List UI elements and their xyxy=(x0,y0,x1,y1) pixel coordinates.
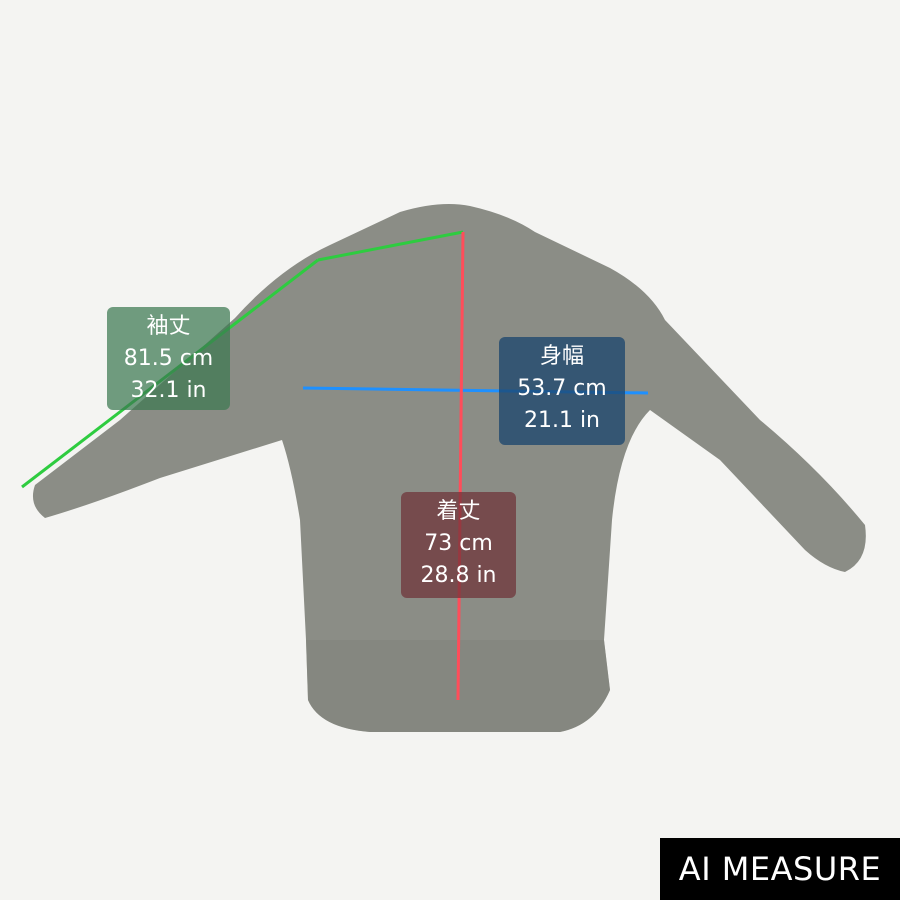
shoulder-line xyxy=(317,230,464,262)
width-label: 身幅 53.7 cm 21.1 in xyxy=(499,337,625,445)
length-label: 着丈 73 cm 28.8 in xyxy=(401,492,516,598)
sleeve-label-cm: 81.5 cm xyxy=(123,346,214,371)
width-label-title: 身幅 xyxy=(539,344,584,369)
width-label-cm: 53.7 cm xyxy=(517,376,607,401)
length-label-title: 着丈 xyxy=(436,499,481,524)
width-label-in: 21.1 in xyxy=(523,408,601,433)
sleeve-label-title: 袖丈 xyxy=(146,314,191,339)
sleeve-label-in: 32.1 in xyxy=(130,378,207,403)
length-line xyxy=(456,231,465,701)
ai-measure-badge: AI MEASURE xyxy=(660,838,900,900)
sweater xyxy=(32,204,866,732)
sleeve-label: 袖丈 81.5 cm 32.1 in xyxy=(107,307,230,410)
length-label-in: 28.8 in xyxy=(420,563,497,588)
length-label-cm: 73 cm xyxy=(424,531,493,556)
